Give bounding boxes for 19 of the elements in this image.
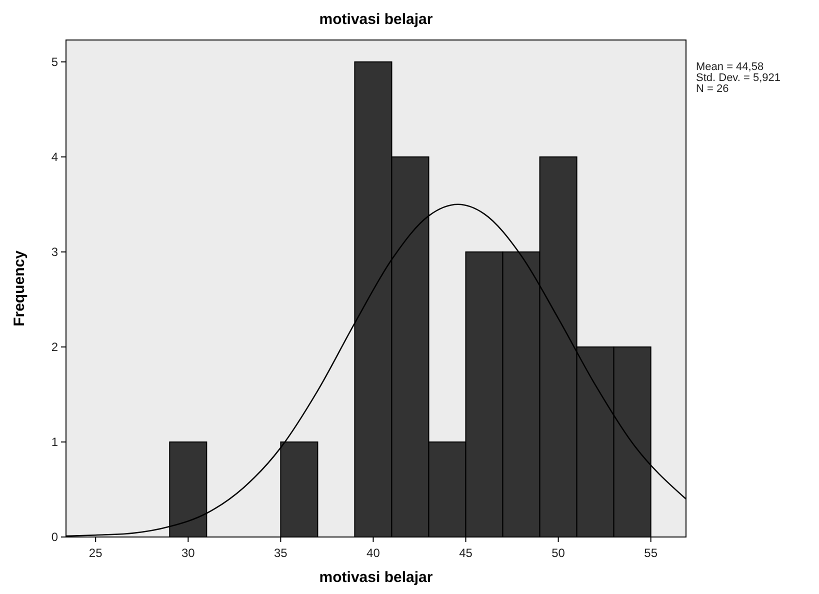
y-tick-label: 0 <box>51 530 58 544</box>
x-tick-label: 25 <box>88 546 103 560</box>
x-tick-label: 45 <box>459 546 473 560</box>
text: N = 26 <box>696 83 729 95</box>
x-tick-label: 40 <box>366 546 380 560</box>
x-tick-label: 50 <box>552 546 566 560</box>
y-tick-label: 4 <box>51 150 58 164</box>
x-tick-label: 30 <box>181 546 196 560</box>
chart-title: motivasi belajar <box>319 11 433 28</box>
y-tick-label: 3 <box>51 244 58 259</box>
x-tick-label: 35 <box>274 546 288 560</box>
y-tick-label: 1 <box>51 434 58 449</box>
y-axis-title: Frequency <box>11 250 28 326</box>
y-tick-label: 2 <box>51 340 58 354</box>
text: Mean = 44,58 <box>696 61 764 73</box>
y-tick-label: 5 <box>51 54 58 69</box>
text: Std. Dev. = 5,921 <box>696 72 780 84</box>
x-axis-title: motivasi belajar <box>319 569 433 586</box>
x-tick-label: 55 <box>644 546 658 560</box>
